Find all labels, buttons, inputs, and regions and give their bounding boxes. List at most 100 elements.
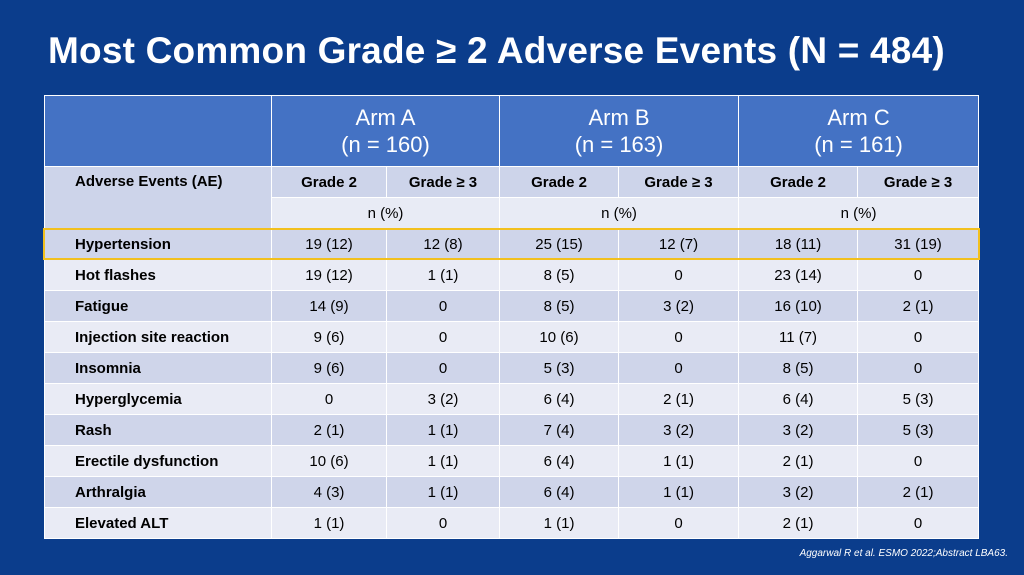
ae-name-cell: Fatigue	[44, 290, 272, 322]
value-cell: 5 (3)	[857, 383, 980, 415]
arm-c-grade2-header: Grade 2	[738, 166, 859, 198]
arm-c-npct-label: n (%)	[738, 197, 980, 229]
arm-b-header: Arm B (n = 163)	[499, 95, 740, 167]
value-cell: 2 (1)	[857, 476, 980, 508]
value-cell: 8 (5)	[499, 259, 620, 291]
value-cell: 2 (1)	[738, 445, 859, 477]
arm-a-grade3-header: Grade ≥ 3	[385, 166, 501, 198]
value-cell: 0	[385, 321, 501, 353]
value-cell: 4 (3)	[271, 476, 387, 508]
table-row: Injection site reaction 9 (6) 0 10 (6) 0 11 (…	[44, 321, 980, 353]
value-cell: 18 (11)	[738, 228, 859, 260]
table-row: Rash 2 (1) 1 (1) 7 (4) 3 (2) 3 (2) 5 (3)	[44, 414, 980, 446]
arm-b-grade2-header: Grade 2	[499, 166, 620, 198]
value-cell: 0	[271, 383, 387, 415]
value-cell: 5 (3)	[857, 414, 980, 446]
arm-a-header: Arm A (n = 160)	[270, 95, 501, 167]
value-cell: 5 (3)	[499, 352, 620, 384]
value-cell: 0	[385, 290, 501, 322]
value-cell: 0	[618, 352, 740, 384]
arm-b-count: (n = 163)	[574, 132, 664, 157]
value-cell: 1 (1)	[271, 507, 387, 539]
value-cell: 3 (2)	[618, 290, 740, 322]
value-cell: 3 (2)	[738, 476, 859, 508]
table-row: Hypertension 19 (12) 12 (8) 25 (15) 12 (7) 18…	[44, 228, 980, 260]
value-cell: 8 (5)	[499, 290, 620, 322]
ae-name-cell: Erectile dysfunction	[44, 445, 272, 477]
value-cell: 1 (1)	[385, 414, 501, 446]
value-cell: 10 (6)	[499, 321, 620, 353]
arm-b-npct-label: n (%)	[499, 197, 740, 229]
value-cell: 0	[618, 507, 740, 539]
value-cell: 7 (4)	[499, 414, 620, 446]
value-cell: 19 (12)	[271, 228, 387, 260]
value-cell: 12 (7)	[618, 228, 740, 260]
slide-title: Most Common Grade ≥ 2 Adverse Events (N …	[48, 30, 945, 71]
value-cell: 8 (5)	[738, 352, 859, 384]
ae-name-cell: Hypertension	[44, 228, 272, 260]
value-cell: 3 (2)	[618, 414, 740, 446]
value-cell: 0	[857, 321, 980, 353]
value-cell: 3 (2)	[738, 414, 859, 446]
table-row: Insomnia 9 (6) 0 5 (3) 0 8 (5) 0	[44, 352, 980, 384]
arm-b-grade3-header: Grade ≥ 3	[618, 166, 740, 198]
table-row: Arthralgia 4 (3) 1 (1) 6 (4) 1 (1) 3 (2) 2 (1)	[44, 476, 980, 508]
value-cell: 19 (12)	[271, 259, 387, 291]
value-cell: 6 (4)	[499, 383, 620, 415]
value-cell: 2 (1)	[738, 507, 859, 539]
value-cell: 10 (6)	[271, 445, 387, 477]
value-cell: 1 (1)	[618, 445, 740, 477]
value-cell: 1 (1)	[385, 259, 501, 291]
ae-name-cell: Elevated ALT	[44, 507, 272, 539]
value-cell: 25 (15)	[499, 228, 620, 260]
ae-name-cell: Injection site reaction	[44, 321, 272, 353]
value-cell: 3 (2)	[385, 383, 501, 415]
citation: Aggarwal R et al. ESMO 2022;Abstract LBA…	[799, 548, 1008, 559]
value-cell: 9 (6)	[271, 321, 387, 353]
ae-table-body: Hypertension 19 (12) 12 (8) 25 (15) 12 (7) 18…	[44, 228, 980, 539]
value-cell: 14 (9)	[271, 290, 387, 322]
value-cell: 31 (19)	[857, 228, 980, 260]
value-cell: 2 (1)	[271, 414, 387, 446]
table-row: Hot flashes 19 (12) 1 (1) 8 (5) 0 23 (14) 0	[44, 259, 980, 291]
table-row: Hyperglycemia 0 3 (2) 6 (4) 2 (1) 6 (4) 5 (3)	[44, 383, 980, 415]
value-cell: 9 (6)	[271, 352, 387, 384]
value-cell: 0	[618, 259, 740, 291]
value-cell: 2 (1)	[618, 383, 740, 415]
value-cell: 0	[857, 259, 980, 291]
corner-cell	[44, 95, 272, 167]
arm-c-grade3-header: Grade ≥ 3	[857, 166, 980, 198]
arm-a-npct-label: n (%)	[270, 197, 501, 229]
arm-a-grade2-header: Grade 2	[271, 166, 387, 198]
ae-name-cell: Rash	[44, 414, 272, 446]
value-cell: 0	[385, 352, 501, 384]
ae-name-cell: Hot flashes	[44, 259, 272, 291]
table-row: Erectile dysfunction 10 (6) 1 (1) 6 (4) 1 (1…	[44, 445, 980, 477]
arm-c-count: (n = 161)	[814, 132, 903, 157]
value-cell: 1 (1)	[385, 445, 501, 477]
value-cell: 11 (7)	[738, 321, 859, 353]
table-row: Fatigue 14 (9) 0 8 (5) 3 (2) 16 (10) 2 (1)	[44, 290, 980, 322]
table-row: Elevated ALT 1 (1) 0 1 (1) 0 2 (1) 0	[44, 507, 980, 539]
arm-a-count: (n = 160)	[341, 132, 430, 157]
value-cell: 16 (10)	[738, 290, 859, 322]
ae-column-header: Adverse Events (AE)	[44, 166, 272, 229]
value-cell: 6 (4)	[499, 445, 620, 477]
arm-a-name: Arm A	[355, 105, 416, 130]
value-cell: 1 (1)	[499, 507, 620, 539]
adverse-events-table: Arm A (n = 160) Arm B (n = 163) Arm C (n…	[44, 95, 980, 539]
value-cell: 0	[857, 445, 980, 477]
value-cell: 1 (1)	[385, 476, 501, 508]
value-cell: 6 (4)	[499, 476, 620, 508]
value-cell: 0	[385, 507, 501, 539]
value-cell: 0	[857, 507, 980, 539]
value-cell: 0	[857, 352, 980, 384]
arm-c-name: Arm C	[827, 105, 890, 130]
value-cell: 23 (14)	[738, 259, 859, 291]
value-cell: 2 (1)	[857, 290, 980, 322]
value-cell: 6 (4)	[738, 383, 859, 415]
value-cell: 1 (1)	[618, 476, 740, 508]
ae-name-cell: Hyperglycemia	[44, 383, 272, 415]
arm-b-name: Arm B	[588, 105, 650, 130]
ae-name-cell: Insomnia	[44, 352, 272, 384]
